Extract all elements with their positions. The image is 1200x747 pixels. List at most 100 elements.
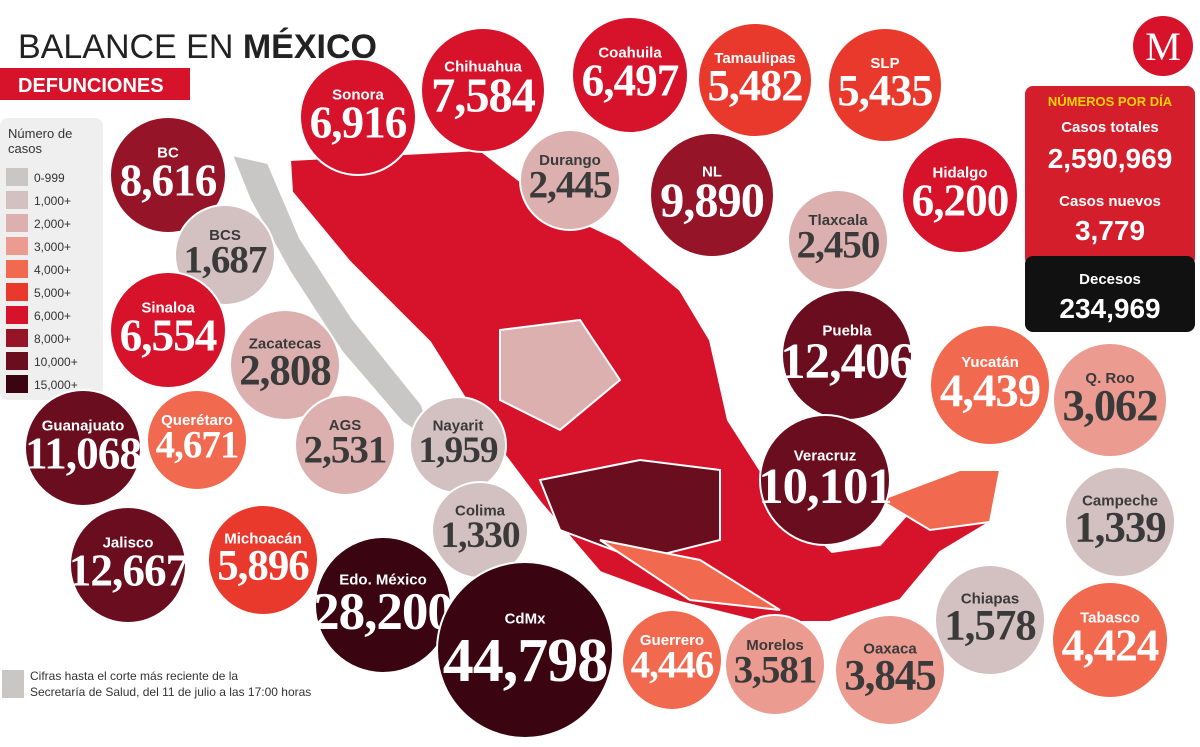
state-value: 4,424 <box>1062 620 1159 670</box>
footnote-line: Secretaría de Salud, del 11 de julio a l… <box>30 685 311 699</box>
state-name: Michoacán <box>224 531 302 548</box>
footnote-line: Cifras hasta el corte más reciente de la <box>30 669 238 683</box>
state-name: Morelos <box>746 637 804 654</box>
bubble <box>420 27 546 153</box>
state-name: Tabasco <box>1080 610 1140 627</box>
state-name: Oaxaca <box>863 641 917 658</box>
legend-label: 1,000+ <box>34 194 71 208</box>
legend-label: 4,000+ <box>34 263 71 277</box>
state-value: 12,667 <box>69 545 188 595</box>
state-value: 1,578 <box>944 602 1036 649</box>
bubble <box>294 394 396 496</box>
bubble <box>174 204 276 306</box>
state-value: 8,616 <box>120 155 217 205</box>
state-name: SLP <box>870 55 899 72</box>
legend-title: Número de casos <box>8 126 73 156</box>
bubble <box>834 614 946 726</box>
state-value: 9,890 <box>660 175 764 228</box>
bubble <box>934 564 1046 676</box>
daily-label: Casos nuevos <box>1059 193 1161 210</box>
state-name: Yucatán <box>961 354 1019 371</box>
daily-title: NÚMEROS POR DÍA <box>1048 94 1173 109</box>
legend-swatch <box>6 283 28 301</box>
daily-value: 3,779 <box>1075 215 1145 246</box>
state-name: Sinaloa <box>141 300 195 317</box>
logo: M <box>1145 24 1181 69</box>
daily-box <box>1025 86 1195 266</box>
bubble <box>436 561 614 739</box>
state-value: 1,959 <box>418 430 497 471</box>
state-name: Campeche <box>1082 493 1158 510</box>
state-name: Querétaro <box>161 412 233 429</box>
bubble <box>109 271 227 389</box>
state-name: Q. Roo <box>1085 370 1134 387</box>
legend-label: 2,000+ <box>34 217 71 231</box>
daily-value: 234,969 <box>1059 293 1160 324</box>
daily-rows: Casos totales 2,590,969 Casos nuevos 3,779 D… <box>1048 119 1173 324</box>
state-name: Coahuila <box>598 45 662 62</box>
bubble <box>621 609 723 711</box>
legend-label: 3,000+ <box>34 240 71 254</box>
state-value: 2,445 <box>529 164 612 207</box>
bubble <box>827 27 943 143</box>
state-value: 3,845 <box>844 652 936 699</box>
legend-label: 10,000+ <box>34 355 78 369</box>
legend-label: 15,000+ <box>34 378 78 392</box>
state-value: 11,068 <box>25 428 141 478</box>
bubble <box>24 389 142 507</box>
bubble <box>519 129 621 231</box>
legend-swatch <box>6 306 28 324</box>
state-bubble: NL9,890 <box>649 132 775 258</box>
state-value: 4,439 <box>940 365 1040 417</box>
map-region <box>877 469 1002 532</box>
state-value: 4,671 <box>156 424 239 467</box>
state-name: BC <box>157 145 179 162</box>
daily-label: Casos totales <box>1061 119 1159 136</box>
title: BALANCE EN MÉXICO <box>18 28 377 66</box>
state-name: Guanajuato <box>42 418 125 435</box>
subtitle: DEFUNCIONES <box>18 75 164 97</box>
state-value: 4,446 <box>631 644 714 687</box>
state-name: AGS <box>329 417 362 434</box>
state-name: Edo. México <box>339 572 427 589</box>
state-name: Colima <box>455 503 506 520</box>
state-name: Tamaulipas <box>714 50 795 67</box>
state-name: Veracruz <box>794 448 857 465</box>
subtitle-bg <box>0 68 190 100</box>
state-value: 1,330 <box>440 515 519 556</box>
state-value: 6,916 <box>310 97 407 147</box>
bubble <box>299 58 417 176</box>
state-name: Guerrero <box>640 632 704 649</box>
daily-box-dark <box>1025 256 1195 332</box>
state-value: 3,062 <box>1062 380 1157 430</box>
legend-swatch <box>6 237 28 255</box>
state-name: Durango <box>539 152 601 169</box>
map-region <box>499 318 622 432</box>
legend-swatch <box>6 329 28 347</box>
map <box>230 148 1002 623</box>
state-value: 12,406 <box>780 333 913 389</box>
state-name: CdMx <box>505 611 546 628</box>
state-value: 2,450 <box>797 224 880 267</box>
